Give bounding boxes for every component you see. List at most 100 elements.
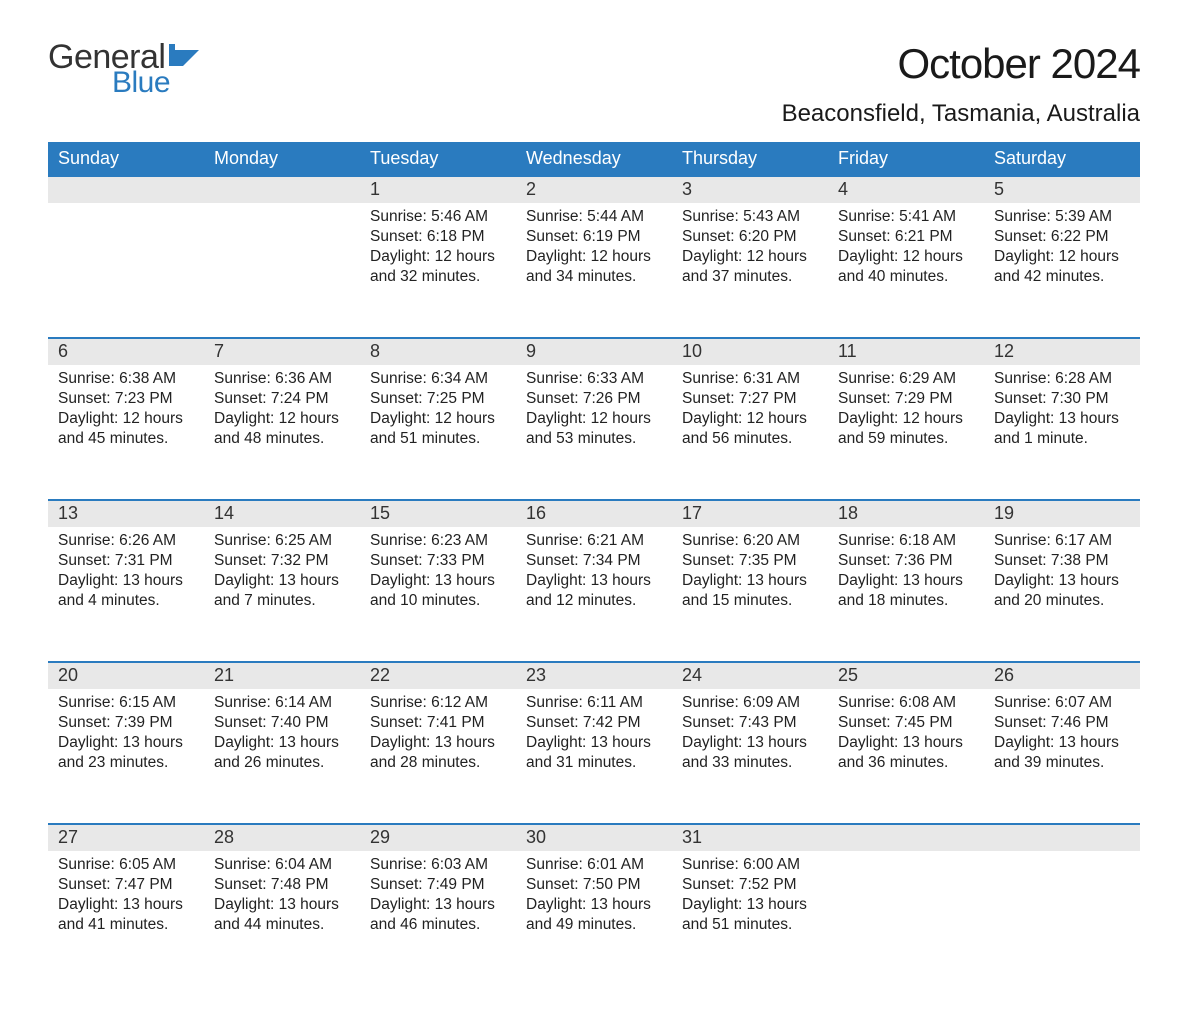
sunset-text: Sunset: 7:45 PM <box>838 713 974 733</box>
sunset-text: Sunset: 7:36 PM <box>838 551 974 571</box>
day-body: Sunrise: 6:25 AMSunset: 7:32 PMDaylight:… <box>204 527 360 624</box>
day-number: 31 <box>672 823 828 851</box>
daylight-line2: and 4 minutes. <box>58 591 194 611</box>
daylight-line2: and 37 minutes. <box>682 267 818 287</box>
day-number-cell: 15 <box>360 499 516 527</box>
day-cell: Sunrise: 6:29 AMSunset: 7:29 PMDaylight:… <box>828 365 984 499</box>
sunrise-text: Sunrise: 6:20 AM <box>682 531 818 551</box>
weekday-header: Wednesday <box>516 142 672 175</box>
day-number-cell: 22 <box>360 661 516 689</box>
day-number: 26 <box>984 661 1140 689</box>
weekday-header: Sunday <box>48 142 204 175</box>
daylight-line2: and 15 minutes. <box>682 591 818 611</box>
flag-icon <box>169 44 199 70</box>
daylight-line2: and 45 minutes. <box>58 429 194 449</box>
sunrise-text: Sunrise: 6:05 AM <box>58 855 194 875</box>
day-body: Sunrise: 6:04 AMSunset: 7:48 PMDaylight:… <box>204 851 360 948</box>
day-cell: Sunrise: 5:41 AMSunset: 6:21 PMDaylight:… <box>828 203 984 337</box>
day-number: 10 <box>672 337 828 365</box>
day-number-empty <box>828 823 984 851</box>
daylight-line1: Daylight: 12 hours <box>838 409 974 429</box>
day-number: 11 <box>828 337 984 365</box>
daylight-line1: Daylight: 12 hours <box>838 247 974 267</box>
day-number: 22 <box>360 661 516 689</box>
daylight-line1: Daylight: 13 hours <box>214 571 350 591</box>
daylight-line1: Daylight: 13 hours <box>58 571 194 591</box>
day-number-cell: 14 <box>204 499 360 527</box>
day-body: Sunrise: 6:38 AMSunset: 7:23 PMDaylight:… <box>48 365 204 462</box>
day-number: 5 <box>984 175 1140 203</box>
day-number-cell: 10 <box>672 337 828 365</box>
sunset-text: Sunset: 6:21 PM <box>838 227 974 247</box>
sunset-text: Sunset: 7:23 PM <box>58 389 194 409</box>
sunset-text: Sunset: 7:29 PM <box>838 389 974 409</box>
daylight-line1: Daylight: 12 hours <box>526 247 662 267</box>
day-number: 17 <box>672 499 828 527</box>
day-body: Sunrise: 6:33 AMSunset: 7:26 PMDaylight:… <box>516 365 672 462</box>
day-number: 2 <box>516 175 672 203</box>
day-number: 24 <box>672 661 828 689</box>
daylight-line1: Daylight: 13 hours <box>214 895 350 915</box>
sunset-text: Sunset: 7:39 PM <box>58 713 194 733</box>
sunset-text: Sunset: 7:24 PM <box>214 389 350 409</box>
day-cell: Sunrise: 6:07 AMSunset: 7:46 PMDaylight:… <box>984 689 1140 823</box>
sunrise-text: Sunrise: 6:28 AM <box>994 369 1130 389</box>
daylight-line2: and 56 minutes. <box>682 429 818 449</box>
day-body: Sunrise: 6:34 AMSunset: 7:25 PMDaylight:… <box>360 365 516 462</box>
day-number-cell <box>984 823 1140 851</box>
day-cell: Sunrise: 6:18 AMSunset: 7:36 PMDaylight:… <box>828 527 984 661</box>
sunset-text: Sunset: 7:40 PM <box>214 713 350 733</box>
daylight-line1: Daylight: 13 hours <box>994 571 1130 591</box>
day-number: 12 <box>984 337 1140 365</box>
sunset-text: Sunset: 7:50 PM <box>526 875 662 895</box>
week-body-row: Sunrise: 5:46 AMSunset: 6:18 PMDaylight:… <box>48 203 1140 337</box>
day-number: 28 <box>204 823 360 851</box>
day-number: 23 <box>516 661 672 689</box>
day-number: 18 <box>828 499 984 527</box>
sunrise-text: Sunrise: 6:36 AM <box>214 369 350 389</box>
daylight-line2: and 23 minutes. <box>58 753 194 773</box>
sunrise-text: Sunrise: 6:34 AM <box>370 369 506 389</box>
day-number: 21 <box>204 661 360 689</box>
page-title: October 2024 <box>782 40 1140 88</box>
sunset-text: Sunset: 7:49 PM <box>370 875 506 895</box>
day-cell: Sunrise: 6:05 AMSunset: 7:47 PMDaylight:… <box>48 851 204 985</box>
sunrise-text: Sunrise: 6:04 AM <box>214 855 350 875</box>
day-cell: Sunrise: 6:09 AMSunset: 7:43 PMDaylight:… <box>672 689 828 823</box>
weekday-header: Friday <box>828 142 984 175</box>
day-cell: Sunrise: 6:14 AMSunset: 7:40 PMDaylight:… <box>204 689 360 823</box>
day-cell: Sunrise: 6:25 AMSunset: 7:32 PMDaylight:… <box>204 527 360 661</box>
day-number-cell: 30 <box>516 823 672 851</box>
day-cell: Sunrise: 6:04 AMSunset: 7:48 PMDaylight:… <box>204 851 360 985</box>
day-cell: Sunrise: 6:36 AMSunset: 7:24 PMDaylight:… <box>204 365 360 499</box>
day-cell: Sunrise: 6:12 AMSunset: 7:41 PMDaylight:… <box>360 689 516 823</box>
daylight-line1: Daylight: 13 hours <box>682 895 818 915</box>
daylight-line1: Daylight: 13 hours <box>526 733 662 753</box>
day-number-cell: 3 <box>672 175 828 203</box>
day-number: 29 <box>360 823 516 851</box>
sunrise-text: Sunrise: 6:26 AM <box>58 531 194 551</box>
day-number-cell: 17 <box>672 499 828 527</box>
sunrise-text: Sunrise: 6:07 AM <box>994 693 1130 713</box>
day-number-cell: 28 <box>204 823 360 851</box>
sunset-text: Sunset: 6:22 PM <box>994 227 1130 247</box>
day-number-cell: 1 <box>360 175 516 203</box>
weekday-header: Saturday <box>984 142 1140 175</box>
day-body: Sunrise: 6:17 AMSunset: 7:38 PMDaylight:… <box>984 527 1140 624</box>
day-number: 9 <box>516 337 672 365</box>
sunrise-text: Sunrise: 6:00 AM <box>682 855 818 875</box>
week-daynum-row: 12345 <box>48 175 1140 203</box>
sunrise-text: Sunrise: 5:39 AM <box>994 207 1130 227</box>
sunset-text: Sunset: 7:46 PM <box>994 713 1130 733</box>
weekday-header: Monday <box>204 142 360 175</box>
daylight-line1: Daylight: 13 hours <box>838 733 974 753</box>
daylight-line1: Daylight: 13 hours <box>994 733 1130 753</box>
sunset-text: Sunset: 7:35 PM <box>682 551 818 571</box>
daylight-line1: Daylight: 13 hours <box>526 895 662 915</box>
day-number-cell: 5 <box>984 175 1140 203</box>
daylight-line1: Daylight: 13 hours <box>370 571 506 591</box>
day-cell: Sunrise: 6:28 AMSunset: 7:30 PMDaylight:… <box>984 365 1140 499</box>
sunrise-text: Sunrise: 6:33 AM <box>526 369 662 389</box>
daylight-line1: Daylight: 12 hours <box>58 409 194 429</box>
sunrise-text: Sunrise: 6:14 AM <box>214 693 350 713</box>
